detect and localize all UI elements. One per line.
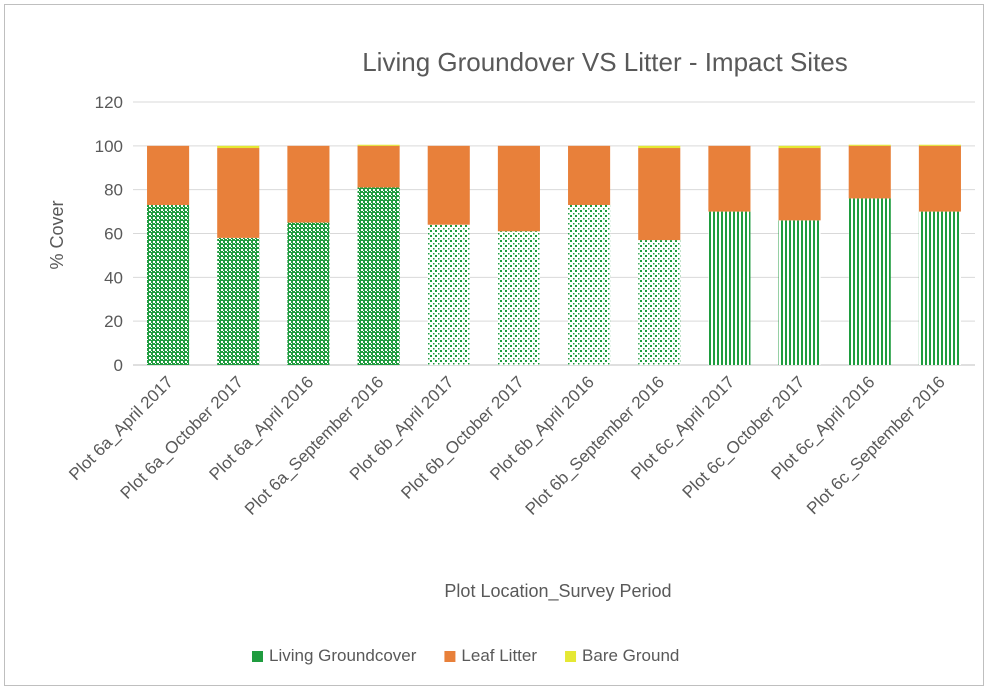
- bar-segment-living-groundcover: [778, 220, 821, 365]
- bars: [147, 144, 961, 365]
- gridlines: [133, 101, 975, 366]
- bar-segment-bare-ground: [217, 145, 260, 149]
- bar-segment-living-groundcover: [287, 222, 330, 365]
- bar-segment-bare-ground: [848, 144, 891, 146]
- bar-segment-leaf-litter: [918, 145, 961, 212]
- bar-segment-bare-ground: [918, 144, 961, 146]
- x-tick-label: Plot 6a_September 2016: [241, 372, 387, 518]
- bar-segment-bare-ground: [638, 145, 681, 149]
- chart-title: Living Groundover VS Litter - Impact Sit…: [362, 47, 848, 77]
- x-tick-label: Plot 6a_October 2017: [117, 372, 247, 502]
- legend-swatch: [444, 651, 456, 662]
- bar-segment-leaf-litter: [217, 148, 260, 238]
- bar-segment-bare-ground: [778, 145, 821, 149]
- x-tick-label: Plot 6c_October 2017: [679, 372, 809, 502]
- bar-segment-leaf-litter: [778, 148, 821, 221]
- y-tick-label: 60: [104, 225, 123, 244]
- legend: Living Groundcover Leaf Litter Bare Ground: [252, 646, 679, 665]
- legend-swatch: [565, 651, 577, 662]
- bar-segment-leaf-litter: [848, 145, 891, 199]
- bar-segment-living-groundcover: [497, 231, 540, 365]
- x-tick-label: Plot 6c_September 2016: [803, 372, 949, 518]
- y-tick-labels: 0 20 40 60 80 100 120: [95, 93, 123, 375]
- y-axis-label: % Cover: [47, 200, 67, 269]
- x-axis-label: Plot Location_Survey Period: [444, 581, 671, 602]
- bar-segment-leaf-litter: [568, 145, 611, 206]
- y-tick-label: 100: [95, 137, 123, 156]
- y-tick-label: 20: [104, 312, 123, 331]
- legend-label: Leaf Litter: [461, 646, 537, 665]
- chart-svg: Living Groundover VS Litter - Impact Sit…: [47, 47, 975, 665]
- bar-segment-living-groundcover: [918, 211, 961, 365]
- y-tick-label: 80: [104, 181, 123, 200]
- legend-swatch: [252, 651, 263, 662]
- bar-segment-leaf-litter: [357, 145, 400, 188]
- bar-segment-living-groundcover: [427, 224, 470, 365]
- bar-segment-living-groundcover: [217, 237, 260, 365]
- bar-segment-living-groundcover: [147, 205, 190, 365]
- bar-segment-leaf-litter: [708, 145, 751, 212]
- bar-segment-living-groundcover: [708, 211, 751, 365]
- y-tick-label: 40: [104, 268, 123, 287]
- bar-segment-leaf-litter: [497, 145, 540, 232]
- bar-segment-living-groundcover: [568, 205, 611, 365]
- bar-segment-living-groundcover: [357, 187, 400, 365]
- bar-segment-leaf-litter: [147, 145, 190, 206]
- y-tick-label: 0: [114, 356, 123, 375]
- bar-segment-bare-ground: [357, 144, 400, 146]
- x-tick-label: Plot 6b_October 2017: [397, 372, 527, 502]
- x-tick-label: Plot 6b_September 2016: [522, 372, 668, 518]
- bar-segment-living-groundcover: [848, 198, 891, 365]
- y-tick-label: 120: [95, 93, 123, 112]
- legend-label: Bare Ground: [582, 646, 679, 665]
- bar-segment-leaf-litter: [427, 145, 470, 225]
- bar-segment-leaf-litter: [638, 148, 681, 241]
- legend-label: Living Groundcover: [269, 646, 417, 665]
- bar-segment-living-groundcover: [638, 240, 681, 365]
- chart-frame: Living Groundover VS Litter - Impact Sit…: [4, 4, 984, 686]
- bar-segment-leaf-litter: [287, 145, 330, 223]
